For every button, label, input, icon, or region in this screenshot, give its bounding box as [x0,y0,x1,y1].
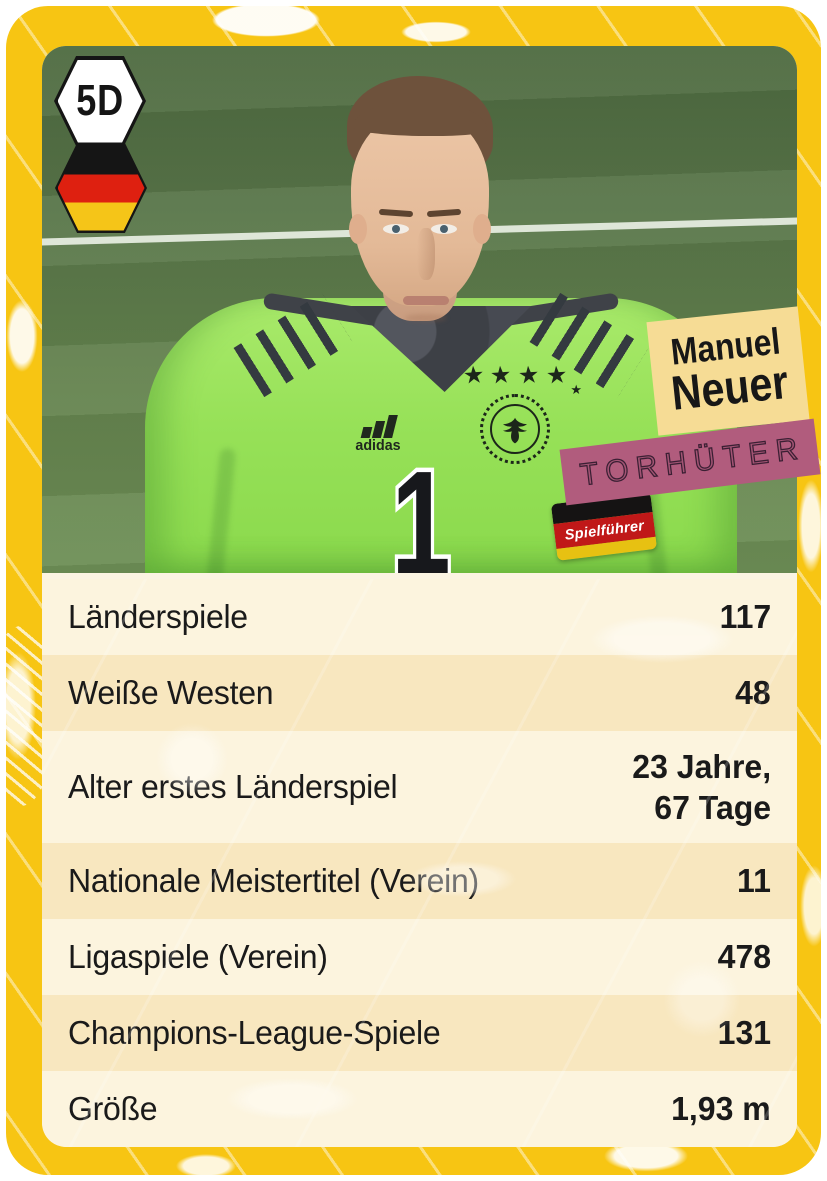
eagle-icon [503,417,527,444]
stat-row: Ligaspiele (Verein) 478 [42,919,797,995]
card-code-badge: 5D [54,56,146,146]
eye [383,224,409,234]
stat-label: Länderspiele [68,598,248,635]
stat-value: 48 [735,674,771,712]
jersey-shading [205,447,237,573]
crest-outer-ring [480,394,550,464]
stat-value: 1,93 m [671,1090,771,1128]
adidas-bars-icon [342,414,414,438]
stat-value: 478 [717,938,771,976]
mouth [403,296,449,305]
germany-flag-badge [55,143,147,233]
card-code: 5D [76,76,124,125]
star-icon: ★ [570,382,582,397]
germany-flag-icon [57,145,145,231]
chin-shadow [405,314,447,322]
ear [349,214,367,244]
dfb-crest: ★ ★ ★ ★ ★ [450,361,582,464]
star-icon: ★ [489,361,513,390]
brand-wordmark: adidas [355,437,401,454]
eyebrow [378,208,414,218]
brand-logo: adidas [342,414,414,453]
stat-label: Ligaspiele (Verein) [68,938,328,975]
stats-table: Länderspiele 117 Weiße Westen 48 Alter e… [42,579,797,1147]
jersey-number: 1 [388,441,454,573]
stat-row: Weiße Westen 48 [42,655,797,731]
player-name-tag: Manuel Neuer [646,306,810,436]
stat-label: Champions-League-Spiele [68,1014,441,1051]
stat-value: 117 [719,598,771,636]
stat-label: Alter erstes Länderspiel [68,768,398,805]
stat-value: 131 [717,1014,771,1052]
eye [431,224,457,234]
stat-row: Größe 1,93 m [42,1071,797,1147]
player-hair-fringe [353,102,487,136]
stat-row: Länderspiele 117 [42,579,797,655]
ear [473,214,491,244]
nose [417,228,435,280]
crest-inner-ring [490,404,540,454]
badge-stars: ★ ★ ★ ★ [450,361,580,390]
card-frame: adidas ★ ★ ★ ★ ★ 1 Spielführer [6,6,821,1175]
player-last-name: Neuer [668,356,791,422]
player-head [345,76,495,322]
player-face [349,110,491,322]
card-code-badge-face: 5D [57,59,143,143]
stat-value: 11 [737,862,771,900]
eyebrow [426,208,462,218]
stat-row: Nationale Meistertitel (Verein) 11 [42,843,797,919]
star-icon: ★ [462,361,486,390]
stat-label: Nationale Meistertitel (Verein) [68,862,479,899]
player-photo: adidas ★ ★ ★ ★ ★ 1 Spielführer [42,46,797,573]
stat-value: 23 Jahre, 67 Tage [632,747,771,826]
star-icon: ★ [544,361,568,390]
stat-label: Größe [68,1090,158,1127]
star-icon: ★ [517,361,541,390]
stat-row: Champions-League-Spiele 131 [42,995,797,1071]
stat-label: Weiße Westen [68,674,274,711]
stat-row: Alter erstes Länderspiel 23 Jahre, 67 Ta… [42,731,797,843]
